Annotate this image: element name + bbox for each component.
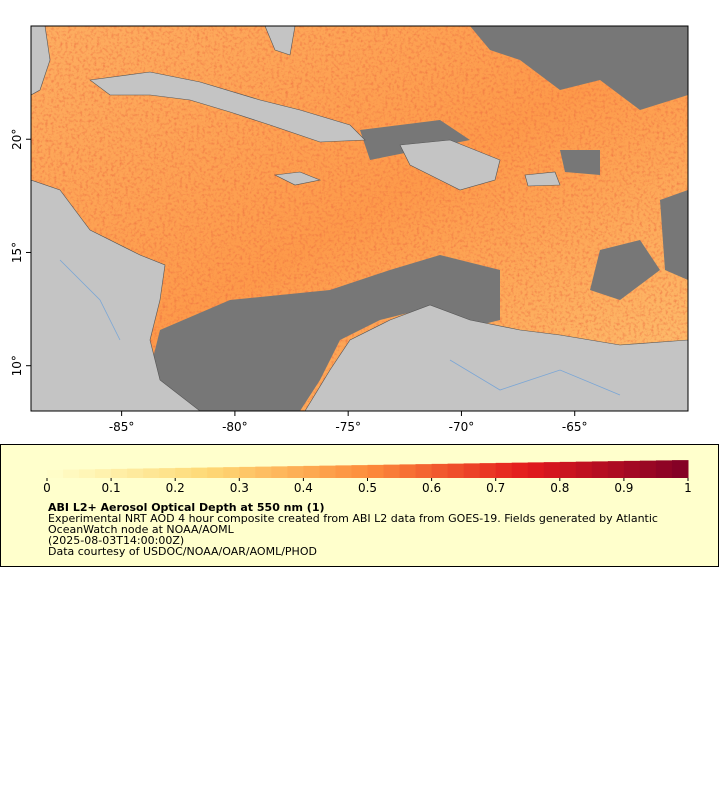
colorbar-band — [159, 468, 176, 478]
colorbar-band — [127, 468, 144, 478]
colorbar-band — [143, 468, 160, 478]
colorbar-band — [383, 464, 401, 478]
colorbar: 0 0.1 0.2 0.3 0.4 0.5 0.6 0.7 0.8 0.9 1 — [43, 460, 692, 495]
colorbar-band — [239, 466, 256, 478]
colorbar-band — [639, 460, 657, 478]
colorbar-band — [559, 461, 577, 478]
colorbar-tick-label: 0.8 — [550, 481, 569, 495]
x-tick-label: -65° — [562, 420, 588, 434]
colorbar-band — [655, 460, 673, 478]
x-tick-label: -70° — [449, 420, 475, 434]
colorbar-band — [415, 464, 433, 478]
colorbar-band — [223, 467, 240, 478]
colorbar-band — [543, 462, 561, 478]
y-tick-label: 15° — [10, 242, 24, 263]
colorbar-tick-label: 0.4 — [294, 481, 313, 495]
colorbar-tick-label: 0.6 — [422, 481, 441, 495]
colorbar-band — [175, 467, 192, 478]
colorbar-band — [63, 469, 80, 478]
y-tick-label: 20° — [10, 129, 24, 150]
colorbar-band — [399, 464, 417, 478]
legend-line: OceanWatch node at NOAA/AOML — [48, 523, 235, 536]
legend-line: Data courtesy of USDOC/NOAA/OAR/AOML/PHO… — [48, 545, 317, 558]
rivers — [59, 259, 621, 396]
colorbar-band — [463, 463, 481, 478]
colorbar-tick-label: 0.9 — [614, 481, 633, 495]
colorbar-band — [191, 467, 208, 478]
colorbar-band — [431, 463, 449, 478]
colorbar-band — [671, 460, 689, 478]
legend-line: (2025-08-03T14:00:00Z) — [48, 534, 184, 547]
colorbar-band — [335, 465, 352, 478]
colorbar-band — [447, 463, 465, 478]
colorbar-band — [319, 465, 336, 478]
colorbar-band — [79, 469, 96, 478]
axes: -85° -80° -75° -70° -65° 10° 15° 20° — [10, 129, 588, 434]
colorbar-tick-label: 0.3 — [230, 481, 249, 495]
legend-line: Experimental NRT AOD 4 hour composite cr… — [48, 512, 658, 525]
colorbar-band — [255, 466, 272, 478]
colorbar-band — [623, 460, 641, 478]
colorbar-band — [271, 466, 288, 478]
no-data-areas — [150, 26, 688, 411]
y-tick-label: 10° — [10, 355, 24, 376]
colorbar-band — [479, 463, 497, 478]
colorbar-tick-label: 1 — [684, 481, 692, 495]
colorbar-band — [287, 466, 304, 478]
colorbar-tick-label: 0 — [43, 481, 51, 495]
map-frame — [30, 25, 689, 412]
colorbar-band — [527, 462, 545, 478]
colorbar-tick-label: 0.2 — [166, 481, 185, 495]
colorbar-tick-label: 0.5 — [358, 481, 377, 495]
colorbar-band — [591, 461, 609, 478]
colorbar-band — [607, 461, 625, 478]
colorbar-band — [575, 461, 593, 478]
x-tick-label: -75° — [335, 420, 361, 434]
colorbar-band — [367, 464, 385, 478]
map-image — [31, 26, 688, 411]
colorbar-band — [47, 469, 64, 478]
legend-title: ABI L2+ Aerosol Optical Depth at 550 nm … — [48, 501, 325, 514]
colorbar-band — [511, 462, 529, 478]
colorbar-band — [95, 469, 112, 478]
land — [31, 26, 688, 411]
x-tick-label: -85° — [109, 420, 135, 434]
colorbar-tick-label: 0.7 — [486, 481, 505, 495]
x-tick-label: -80° — [222, 420, 248, 434]
colorbar-band — [111, 468, 128, 478]
colorbar-tick-label: 0.1 — [102, 481, 121, 495]
colorbar-band — [207, 467, 224, 478]
colorbar-band — [495, 462, 513, 478]
colorbar-band — [303, 465, 320, 478]
colorbar-band — [351, 465, 368, 478]
